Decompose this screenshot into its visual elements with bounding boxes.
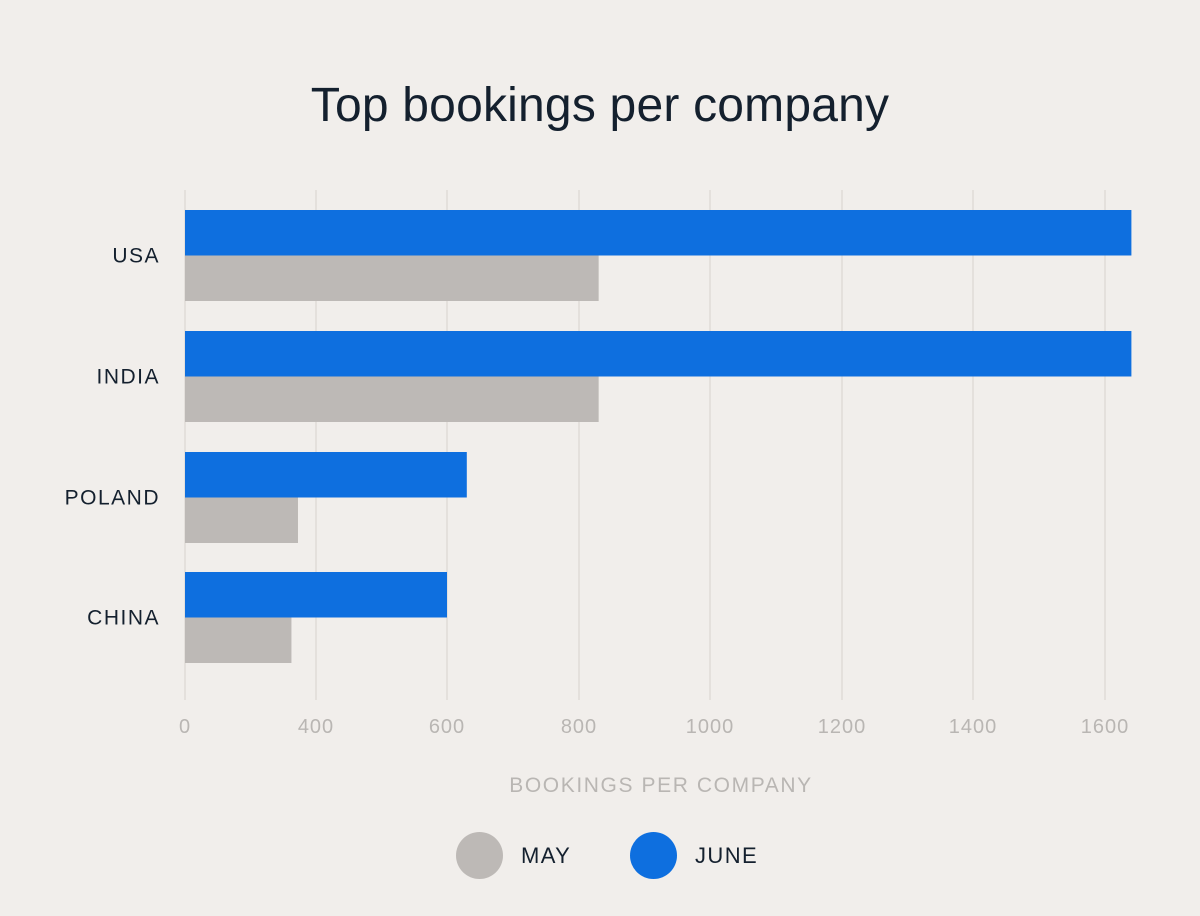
bar-india-june <box>185 331 1132 377</box>
bar-china-may <box>185 617 292 663</box>
category-label-usa: USA <box>112 245 160 268</box>
x-tick-label-600: 600 <box>429 716 465 738</box>
x-tick-label-1600: 1600 <box>1081 716 1130 738</box>
category-label-china: CHINA <box>87 607 160 630</box>
bar-india-may <box>185 376 599 422</box>
chart-title: Top bookings per company <box>310 79 890 132</box>
legend-item-may: MAY <box>456 832 571 879</box>
category-label-india: INDIA <box>96 366 160 389</box>
legend-swatch-may <box>456 832 503 879</box>
bar-poland-june <box>185 452 467 498</box>
x-tick-label-0: 0 <box>179 716 191 738</box>
bar-china-june <box>185 572 447 618</box>
bar-usa-may <box>185 255 599 301</box>
x-tick-label-800: 800 <box>561 716 597 738</box>
x-tick-label-1400: 1400 <box>949 716 998 738</box>
legend: MAY JUNE <box>0 832 1200 880</box>
legend-label-may: MAY <box>521 842 572 868</box>
x-tick-label-400: 400 <box>298 716 334 738</box>
x-axis-label: BOOKINGS PER COMPANY <box>509 774 813 797</box>
bar-chart: USA INDIA POLAND CHINA 0 400 600 800 1000 1200 140… <box>65 190 1132 738</box>
legend-label-june: JUNE <box>695 842 759 868</box>
bar-usa-june <box>185 210 1132 256</box>
legend-item-june: JUNE <box>630 832 758 879</box>
bar-poland-may <box>185 497 298 543</box>
category-label-poland: POLAND <box>65 487 160 510</box>
x-tick-label-1200: 1200 <box>818 716 867 738</box>
legend-swatch-june <box>630 832 677 879</box>
x-tick-label-1000: 1000 <box>686 716 735 738</box>
